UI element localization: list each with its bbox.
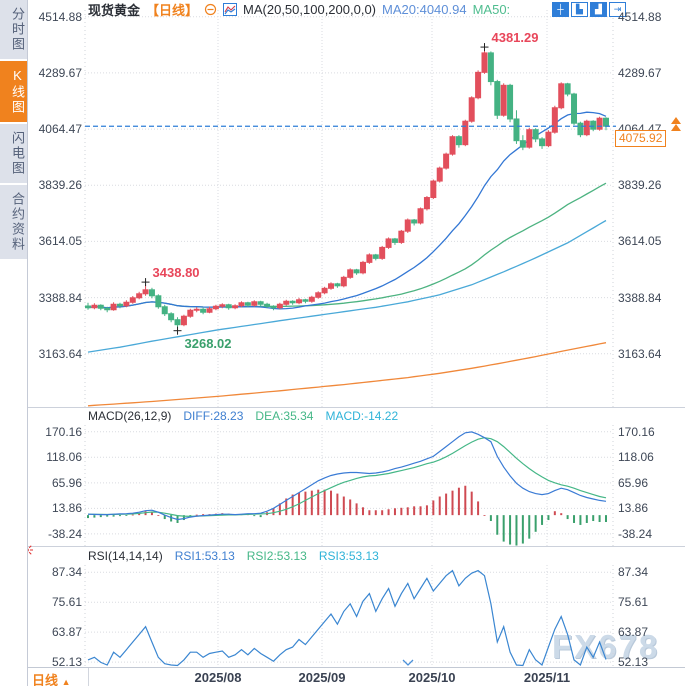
price-annotation: 3268.02 xyxy=(184,335,232,351)
ma20-value-label: MA20:4040.94 xyxy=(382,1,467,17)
y-axis-label: 75.61 xyxy=(618,595,649,610)
x-axis-label: 2025/10 xyxy=(408,670,456,685)
chart-toolbar: ┼ ▙ ▟ ⇥ xyxy=(552,2,626,17)
bottom-bar: 日线 ▲ xyxy=(0,667,685,686)
price-annotation: 4381.29 xyxy=(491,30,539,46)
rsi1-value: RSI1:53.13 xyxy=(174,549,235,563)
sidebar-tab-4[interactable]: 合约资料 xyxy=(0,185,27,259)
rsi2-value: RSI2:53.13 xyxy=(246,549,307,563)
ma50-value-label: MA50: xyxy=(472,1,511,17)
macd-header: MACD(26,12,9) DIFF:28.23 DEA:35.34 MACD:… xyxy=(88,409,398,423)
chevron-up-icon: ▲ xyxy=(61,677,71,686)
y-axis-label: 52.13 xyxy=(618,655,649,670)
pan-right-icon[interactable]: ⇥ xyxy=(609,2,626,17)
sidebar-tab-2[interactable]: K线图 xyxy=(0,61,27,122)
y-axis-label: 170.16 xyxy=(45,424,82,439)
move-tool-icon[interactable]: ┼ xyxy=(552,2,569,17)
y-axis-label: 3388.84 xyxy=(38,290,82,305)
y-axis-label: 63.87 xyxy=(618,625,649,640)
y-axis-label: 3839.26 xyxy=(38,178,82,193)
rsi-header: RSI(14,14,14) RSI1:53.13 RSI2:53.13 RSI3… xyxy=(88,549,379,563)
watermark: FX678 xyxy=(552,628,660,665)
y-axis-label: 13.86 xyxy=(618,501,649,516)
symbol-name: 现货黄金 xyxy=(88,2,141,18)
macd-dea-value: DEA:35.34 xyxy=(255,409,314,423)
y-axis-label: 13.86 xyxy=(51,501,82,516)
sidebar-tab-1[interactable]: 分时图 xyxy=(0,0,27,59)
rsi-title: RSI(14,14,14) xyxy=(88,549,163,563)
y-axis-label: 63.87 xyxy=(51,625,82,640)
y-axis-label: 4514.88 xyxy=(38,9,82,24)
y-axis-label: -38.24 xyxy=(618,526,653,541)
sidebar: 分时图 K线图 闪电图 合约资料 xyxy=(0,0,28,686)
y-axis-label: 52.13 xyxy=(51,655,82,670)
collapse-indicator-icon[interactable] xyxy=(204,3,217,16)
last-price-tag: 4075.92 xyxy=(615,130,667,148)
y-axis-label: 3163.64 xyxy=(618,346,662,361)
rsi3-value: RSI3:53.13 xyxy=(318,549,379,563)
y-axis-label: 75.61 xyxy=(51,595,82,610)
price-annotation: 3438.80 xyxy=(152,265,200,281)
x-axis-label: 2025/08 xyxy=(194,670,242,685)
x-axis-label: 2025/11 xyxy=(523,670,571,685)
x-axis-label: 2025/09 xyxy=(298,670,346,685)
y-axis-label: 118.06 xyxy=(46,450,82,465)
y-axis-label: 3614.05 xyxy=(38,234,82,249)
macd-hist-value: MACD:-14.22 xyxy=(325,409,399,423)
y-axis-label: 65.96 xyxy=(51,475,82,490)
sidebar-tab-3[interactable]: 闪电图 xyxy=(0,124,27,183)
macd-title: MACD(26,12,9) xyxy=(88,409,172,423)
y-axis-label: -38.24 xyxy=(47,526,82,541)
y-axis-label: 170.16 xyxy=(618,424,655,439)
y-axis-label: 4514.88 xyxy=(618,9,662,24)
y-axis-label: 3614.05 xyxy=(618,234,662,249)
ma-settings-label: MA(20,50,100,200,0,0) xyxy=(243,1,377,17)
y-axis-label: 4064.47 xyxy=(38,122,82,137)
interval-tag: 【日线】 xyxy=(146,2,199,18)
bottom-bar-divider xyxy=(88,668,89,686)
indicator-chart-icon[interactable] xyxy=(223,2,238,16)
chart-header: 现货黄金 【日线】 MA(20,50,100,200,0,0) MA20:404… xyxy=(88,1,511,18)
y-axis-label: 4289.67 xyxy=(38,65,82,80)
y-axis-label: 3388.84 xyxy=(618,290,662,305)
y-axis-label: 87.34 xyxy=(618,565,649,580)
zoom-out-icon[interactable]: ▙ xyxy=(571,2,588,17)
y-axis-label: 87.34 xyxy=(51,565,82,580)
zoom-in-icon[interactable]: ▟ xyxy=(590,2,607,17)
y-axis-label: 3839.26 xyxy=(618,178,662,193)
macd-diff-value: DIFF:28.23 xyxy=(183,409,244,423)
y-axis-label: 118.06 xyxy=(618,450,654,465)
y-axis-label: 65.96 xyxy=(618,475,649,490)
interval-select-button[interactable]: 日线 ▲ xyxy=(32,673,71,686)
y-axis-label: 3163.64 xyxy=(38,346,82,361)
y-axis-label: 4289.67 xyxy=(618,65,662,80)
